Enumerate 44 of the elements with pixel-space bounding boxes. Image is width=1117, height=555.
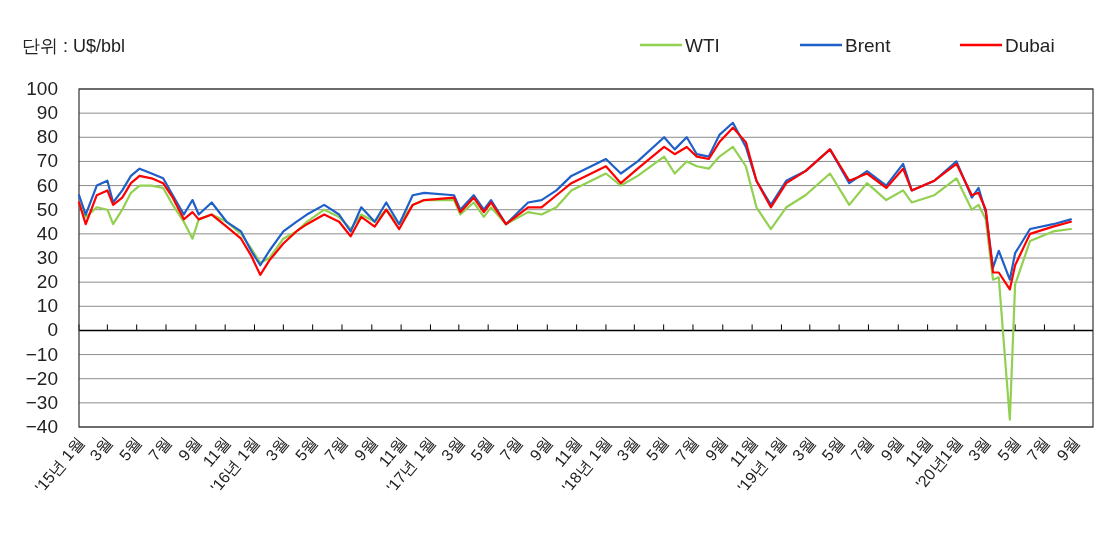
x-tick-label: 3월	[613, 434, 643, 465]
y-tick-label: −10	[25, 343, 58, 365]
y-tick-label: 60	[36, 174, 58, 196]
line-series	[77, 145, 1072, 421]
y-tick-label: 10	[36, 295, 58, 317]
y-tick-label: 80	[36, 126, 58, 148]
x-tick-label: 5월	[642, 434, 672, 465]
y-tick-label: 0	[47, 319, 58, 341]
x-tick-label: 5월	[994, 434, 1024, 465]
x-tick-label: 9월	[877, 434, 907, 465]
y-tick-label: 30	[36, 247, 58, 268]
y-tick-label: 70	[36, 150, 58, 172]
y-tick-label: −30	[25, 391, 58, 413]
x-tick-label: 9월	[175, 434, 205, 465]
legend-label: Dubai	[1005, 35, 1055, 56]
x-tick-label: 7월	[321, 434, 351, 465]
x-tick-label: 7월	[847, 434, 877, 465]
x-tick-label: 5월	[467, 434, 497, 465]
y-tick-label: 40	[36, 222, 58, 244]
legend-label: Brent	[845, 35, 892, 56]
x-tick-label: 7월	[672, 434, 702, 465]
x-tick-label: 7월	[1023, 434, 1053, 465]
y-axis-title: 단위 : U$/bbl	[22, 36, 126, 56]
y-tick-label: 20	[36, 271, 58, 293]
x-tick-label: 3월	[262, 434, 292, 465]
x-tick-label: 7월	[145, 434, 175, 465]
y-tick-label: −20	[25, 367, 58, 389]
x-tick-label: 9월	[1053, 434, 1083, 465]
y-tick-label: 90	[36, 102, 58, 124]
x-tick-label: 7월	[496, 434, 526, 465]
y-tick-label: 100	[26, 78, 58, 99]
legend-label: WTI	[685, 35, 720, 56]
x-tick-label: 9월	[702, 434, 732, 465]
x-tick-label: 3월	[965, 434, 995, 465]
y-tick-label: −40	[25, 416, 58, 437]
y-tick-label: 50	[36, 198, 58, 220]
x-tick-label: 3월	[86, 434, 116, 465]
x-tick-label: 3월	[789, 434, 819, 465]
x-tick-label: 5월	[115, 434, 145, 465]
x-tick-label: 5월	[818, 434, 848, 465]
x-tick-label: 3월	[438, 434, 468, 465]
x-tick-label: 9월	[351, 434, 381, 465]
x-tick-label: 9월	[526, 434, 556, 465]
x-tick-label: 5월	[291, 434, 321, 465]
